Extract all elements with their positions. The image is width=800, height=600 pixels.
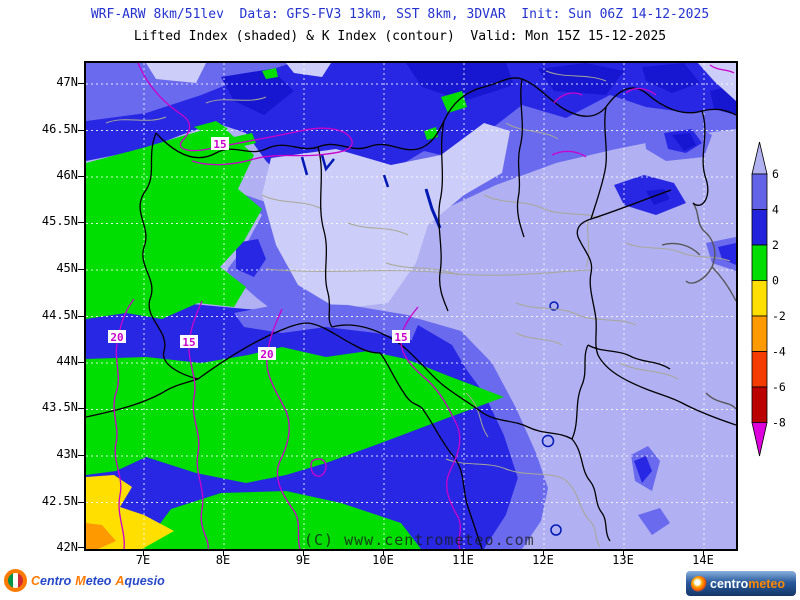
lat-label: 45.5N (41, 214, 78, 228)
svg-text:15: 15 (182, 336, 195, 349)
lat-tick (78, 362, 84, 363)
lat-tick (78, 130, 84, 131)
colorbar-segment (751, 315, 768, 352)
contour-label: 15 (392, 330, 410, 344)
weather-map: 15 20 15 20 15 (C) www.centrometeo.com (84, 61, 738, 551)
lon-tick (543, 551, 544, 556)
svg-text:15: 15 (213, 138, 226, 151)
lifted-index-colorbar: 6 4 2 0 -2 -4 -6 -8 (744, 136, 800, 470)
svg-text:15: 15 (394, 331, 407, 344)
lat-label: 47N (56, 75, 78, 89)
lat-label: 45N (56, 261, 78, 275)
logo-word-initial: A (115, 573, 125, 588)
header-valid-line: Lifted Index (shaded) & K Index (contour… (133, 29, 667, 44)
centro-meteo-aquesio-label: Centro Meteo Aquesio (31, 574, 169, 588)
lat-tick (78, 316, 84, 317)
colorbar-tick-label: -6 (772, 380, 786, 394)
logo-word-rest: entro (40, 573, 72, 588)
lon-tick (143, 551, 144, 556)
colorbar-segment (751, 173, 768, 210)
centrometeo-label-part2: meteo (748, 576, 786, 591)
contour-label: 15 (180, 335, 198, 349)
colorbar-segment (751, 422, 768, 457)
lat-tick (78, 222, 84, 223)
contour-label: 20 (258, 347, 276, 361)
lat-tick (78, 83, 84, 84)
logo-word-initial: M (75, 573, 86, 588)
lat-tick (78, 269, 84, 270)
colorbar-tick-label: 4 (772, 203, 779, 217)
colorbar-segment (751, 351, 768, 388)
logo-word-rest: eteo (85, 573, 112, 588)
lon-label: 7E (135, 553, 151, 567)
colorbar-tick-labels: 6 4 2 0 -2 -4 -6 -8 (772, 167, 786, 430)
lon-label: 10E (372, 553, 394, 567)
colorbar-tick-label: -8 (772, 416, 786, 430)
lat-tick (78, 547, 84, 548)
lon-tick (623, 551, 624, 556)
lon-tick (223, 551, 224, 556)
lon-label: 11E (452, 553, 474, 567)
lon-label: 14E (692, 553, 714, 567)
lon-tick (303, 551, 304, 556)
colorbar-segment (751, 244, 768, 281)
swirl-icon (691, 575, 707, 592)
colorbar-segment (751, 209, 768, 246)
lat-label: 43.5N (41, 400, 78, 414)
lat-label: 44N (56, 354, 78, 368)
lat-label: 42N (56, 540, 78, 554)
centrometeo-logo-button: centro meteo (686, 571, 796, 596)
contour-label: 15 (211, 137, 229, 151)
header-model-line: WRF-ARW 8km/51lev Data: GFS-FV3 13km, SS… (90, 7, 710, 22)
lat-label: 46.5N (41, 122, 78, 136)
lat-tick (78, 455, 84, 456)
contour-label: 20 (108, 330, 126, 344)
lon-tick (383, 551, 384, 556)
italian-flag-globe-icon (4, 569, 27, 592)
colorbar-segment (751, 386, 768, 423)
logo-word-rest: quesio (124, 573, 165, 588)
borders-layer (86, 70, 736, 549)
lat-label: 42.5N (41, 494, 78, 508)
watermark: (C) www.centrometeo.com (304, 531, 535, 549)
lon-tick (463, 551, 464, 556)
logo-word-initial: C (31, 573, 41, 588)
lat-tick (78, 176, 84, 177)
lat-label: 46N (56, 168, 78, 182)
svg-text:20: 20 (260, 348, 273, 361)
lon-label: 9E (295, 553, 311, 567)
map-canvas: 15 20 15 20 15 (C) www.centrometeo.com (86, 63, 736, 549)
gridlines-layer (86, 63, 736, 549)
colorbar-segment (751, 280, 768, 317)
centrometeo-label-part1: centro (710, 576, 749, 591)
colorbar-tick-label: 6 (772, 167, 779, 181)
lakes-layer (300, 154, 562, 536)
colorbar-segment (751, 141, 768, 175)
lon-label: 8E (215, 553, 231, 567)
lon-label: 13E (612, 553, 634, 567)
colorbar-tick-label: 0 (772, 274, 779, 288)
li-shading-layer (86, 63, 736, 549)
lat-tick (78, 408, 84, 409)
lon-label: 12E (532, 553, 554, 567)
svg-text:20: 20 (110, 331, 123, 344)
contour-labels-layer: 15 20 15 20 15 (108, 137, 410, 361)
colorbar-tick-label: -2 (772, 309, 786, 323)
colorbar-segments (751, 141, 768, 457)
colorbar-tick-label: 2 (772, 238, 779, 252)
lat-tick (78, 502, 84, 503)
lat-label: 44.5N (41, 308, 78, 322)
lon-tick (703, 551, 704, 556)
colorbar-tick-label: -4 (772, 345, 786, 359)
centro-meteo-aquesio-logo: Centro Meteo Aquesio (4, 569, 169, 592)
lat-label: 43N (56, 447, 78, 461)
